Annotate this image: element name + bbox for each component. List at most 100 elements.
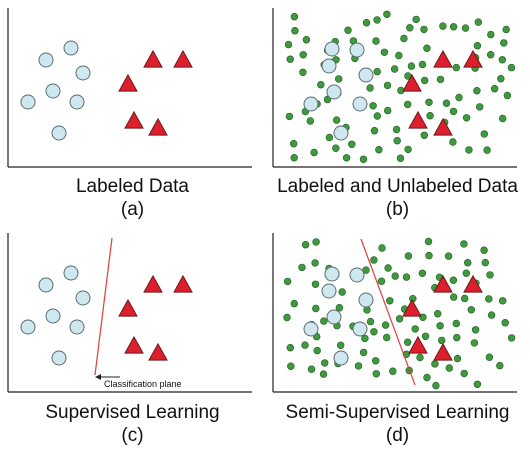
unlabeled-point <box>285 112 294 121</box>
unlabeled-point <box>370 126 379 135</box>
unlabeled-point <box>473 41 482 50</box>
unlabeled-point <box>291 27 299 35</box>
plot-d <box>272 233 517 393</box>
unlabeled-point <box>393 137 401 145</box>
unlabeled-point <box>311 259 319 267</box>
labeled-triangle-point <box>463 274 483 293</box>
labeled-circle-point <box>326 84 342 100</box>
labeled-triangle-point <box>148 117 168 136</box>
unlabeled-point <box>372 37 380 45</box>
unlabeled-point <box>449 138 457 146</box>
labeled-circle-point <box>352 321 368 337</box>
unlabeled-point <box>499 114 507 123</box>
unlabeled-point <box>425 98 433 107</box>
unlabeled-point <box>434 309 442 318</box>
labeled-triangle-point <box>408 110 428 129</box>
unlabeled-point <box>400 34 408 43</box>
unlabeled-point <box>301 241 310 249</box>
unlabeled-point <box>473 86 481 95</box>
unlabeled-point <box>386 297 394 305</box>
unlabeled-point <box>287 362 295 370</box>
unlabeled-point <box>404 338 412 346</box>
labeled-triangle-point <box>463 49 483 68</box>
unlabeled-point <box>334 75 343 83</box>
labeled-circle-point <box>20 94 36 110</box>
labeled-triangle-point <box>402 73 422 92</box>
labeled-triangle-point <box>118 298 138 317</box>
labeled-circle-point <box>321 58 337 74</box>
unlabeled-point <box>483 146 491 154</box>
labeled-circle-point <box>324 41 340 57</box>
unlabeled-point <box>313 346 321 355</box>
panel-title: Labeled Data <box>75 176 190 197</box>
plot-c: Classification plane <box>7 233 252 393</box>
unlabeled-point <box>485 353 494 361</box>
unlabeled-point <box>286 343 294 352</box>
classification-plane-label: Classification plane <box>104 379 182 389</box>
unlabeled-point <box>299 68 307 77</box>
unlabeled-point <box>461 294 469 303</box>
unlabeled-point <box>390 65 399 73</box>
labeled-circle-point <box>333 350 349 366</box>
unlabeled-point <box>395 51 403 60</box>
unlabeled-point <box>290 13 299 21</box>
unlabeled-point <box>312 238 320 246</box>
unlabeled-point <box>502 25 510 34</box>
unlabeled-point <box>471 326 480 334</box>
unlabeled-point <box>411 325 419 333</box>
labeled-circle-point <box>352 96 368 112</box>
unlabeled-point <box>455 93 463 102</box>
unlabeled-point <box>416 353 424 362</box>
plot-b <box>272 8 517 168</box>
labeled-triangle-point <box>124 110 144 129</box>
unlabeled-point <box>332 116 341 124</box>
unlabeled-point <box>389 367 397 375</box>
unlabeled-point <box>418 269 427 277</box>
unlabeled-point <box>423 44 431 52</box>
labeled-circle-point <box>75 290 91 306</box>
panel-title: Semi-Supervised Learning <box>285 402 510 423</box>
unlabeled-point <box>480 246 488 254</box>
unlabeled-point <box>354 362 363 370</box>
labeled-triangle-point <box>173 274 193 293</box>
unlabeled-point <box>420 25 428 34</box>
unlabeled-point <box>426 111 434 120</box>
annotation-arrowhead <box>95 374 101 380</box>
unlabeled-point <box>317 80 325 89</box>
unlabeled-point <box>485 295 493 303</box>
unlabeled-point <box>373 112 382 120</box>
unlabeled-point <box>344 26 352 34</box>
unlabeled-point <box>487 50 495 59</box>
unlabeled-point <box>460 240 468 248</box>
unlabeled-point <box>476 103 484 111</box>
unlabeled-point <box>306 117 314 125</box>
unlabeled-point <box>404 145 412 154</box>
unlabeled-point <box>452 319 461 328</box>
unlabeled-point <box>404 100 412 109</box>
panel-letter: (c) <box>121 425 144 446</box>
unlabeled-point <box>283 277 292 286</box>
unlabeled-point <box>465 146 473 154</box>
panel-letter: (b) <box>385 199 410 220</box>
unlabeled-point <box>335 303 344 312</box>
panel-a: Labeled Data (a) <box>0 0 265 225</box>
labeled-triangle-point <box>118 73 138 92</box>
decision-boundary-line <box>360 238 416 386</box>
unlabeled-point <box>370 256 378 264</box>
unlabeled-point <box>373 67 381 76</box>
labeled-circle-point <box>303 321 319 337</box>
unlabeled-point <box>290 154 298 162</box>
unlabeled-point <box>336 341 345 350</box>
unlabeled-point <box>438 336 446 345</box>
unlabeled-point <box>507 63 516 72</box>
unlabeled-point <box>302 35 311 44</box>
labeled-circle-point <box>20 319 36 335</box>
unlabeled-point <box>373 16 381 24</box>
unlabeled-point <box>323 95 332 104</box>
labeled-triangle-point <box>433 117 453 136</box>
unlabeled-point <box>499 297 507 305</box>
unlabeled-point <box>462 114 471 122</box>
unlabeled-point <box>501 318 509 327</box>
unlabeled-point <box>391 272 399 280</box>
unlabeled-point <box>436 75 445 84</box>
